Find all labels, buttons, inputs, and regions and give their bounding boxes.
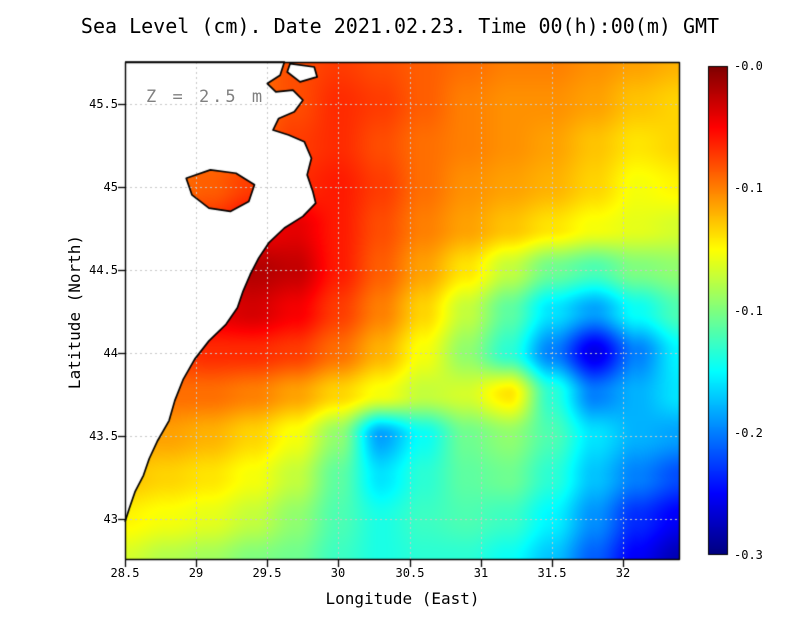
x-tick-label: 31.5 [537,566,567,580]
x-tick-label: 30 [330,566,346,580]
x-tick-label: 29.5 [252,566,282,580]
x-tick-label: 30.5 [395,566,425,580]
y-axis-label: Latitude (North) [65,234,84,390]
x-tick-label: 29 [188,566,204,580]
y-tick-label: 44.5 [89,263,118,277]
x-tick-label: 32 [615,566,631,580]
depth-annotation: Z = 2.5 m [146,87,266,107]
y-tick-label: 43 [103,512,118,526]
colorbar-label: -0.3 [734,548,763,562]
y-tick-label: 45.5 [89,97,118,111]
colorbar-label: -0.2 [734,426,763,440]
y-tick-label: 43.5 [89,429,118,443]
y-tick-label: 44 [103,346,118,360]
x-axis-label: Longitude (East) [325,589,480,608]
chart-title: Sea Level (cm). Date 2021.02.23. Time 00… [80,14,720,38]
x-tick-label: 31 [473,566,489,580]
x-tick-label: 28.5 [110,566,140,580]
colorbar-label: -0.0 [734,59,763,73]
colorbar-label: -0.1 [734,304,763,318]
colorbar-label: -0.1 [734,181,763,195]
y-tick-label: 45 [103,180,118,194]
